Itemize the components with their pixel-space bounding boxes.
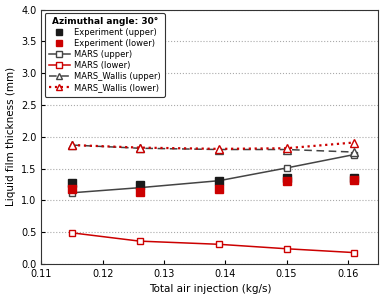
- Legend: Experiment (upper), Experiment (lower), MARS (upper), MARS (lower), MARS_Wallis : Experiment (upper), Experiment (lower), …: [45, 13, 165, 97]
- X-axis label: Total air injection (kg/s): Total air injection (kg/s): [149, 284, 271, 294]
- Y-axis label: Liquid film thickness (mm): Liquid film thickness (mm): [5, 67, 16, 206]
